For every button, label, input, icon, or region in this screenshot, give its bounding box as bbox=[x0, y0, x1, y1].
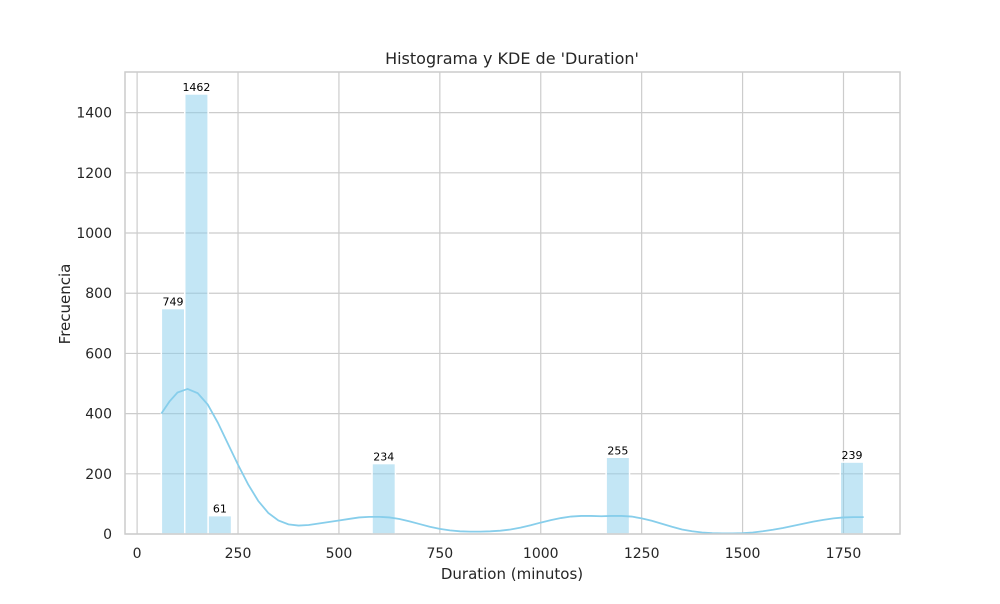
histogram-bar bbox=[605, 456, 631, 535]
y-tick-label: 0 bbox=[103, 527, 112, 543]
histogram-bar bbox=[160, 307, 186, 535]
axes-frame bbox=[124, 71, 901, 535]
x-tick-label: 1750 bbox=[826, 546, 862, 562]
bar-value-label: 239 bbox=[841, 449, 862, 462]
y-tick-label: 600 bbox=[85, 346, 112, 362]
x-tick-label: 250 bbox=[225, 546, 252, 562]
histogram-bar bbox=[207, 514, 233, 535]
chart-title: Histograma y KDE de 'Duration' bbox=[385, 49, 639, 68]
histogram-bar bbox=[839, 461, 865, 535]
y-tick-label: 1200 bbox=[76, 166, 112, 182]
y-tick-label: 1000 bbox=[76, 226, 112, 242]
histogram-bar bbox=[183, 93, 209, 535]
bar-layer bbox=[160, 93, 865, 535]
x-tick-label: 0 bbox=[133, 546, 142, 562]
x-tick-label: 1500 bbox=[725, 546, 761, 562]
grid-layer bbox=[125, 72, 900, 535]
y-tick-label: 1400 bbox=[76, 106, 112, 122]
x-tick-label: 500 bbox=[326, 546, 353, 562]
x-tick-label: 1250 bbox=[624, 546, 660, 562]
histogram-bar bbox=[371, 462, 397, 535]
bar-value-label: 749 bbox=[163, 296, 184, 309]
kde-layer bbox=[160, 387, 864, 535]
y-tick-label: 400 bbox=[85, 407, 112, 423]
kde-curve bbox=[160, 387, 864, 535]
bar-label-layer: 749 1462 61 234 255 239 bbox=[163, 81, 863, 516]
tick-layer: 0 250 500 750 1000 1250 1500 1750 0 200 400 600 800 1… bbox=[76, 106, 861, 562]
x-tick-label: 1000 bbox=[523, 546, 559, 562]
bar-value-label: 234 bbox=[373, 451, 394, 464]
bar-value-label: 255 bbox=[607, 444, 628, 457]
y-axis-label: Frecuencia bbox=[56, 264, 74, 345]
y-tick-label: 800 bbox=[85, 286, 112, 302]
bar-value-label: 1462 bbox=[182, 81, 210, 94]
x-axis-label: Duration (minutos) bbox=[441, 565, 583, 583]
bar-value-label: 61 bbox=[213, 503, 227, 516]
x-tick-label: 750 bbox=[426, 546, 453, 562]
y-tick-label: 200 bbox=[85, 467, 112, 483]
